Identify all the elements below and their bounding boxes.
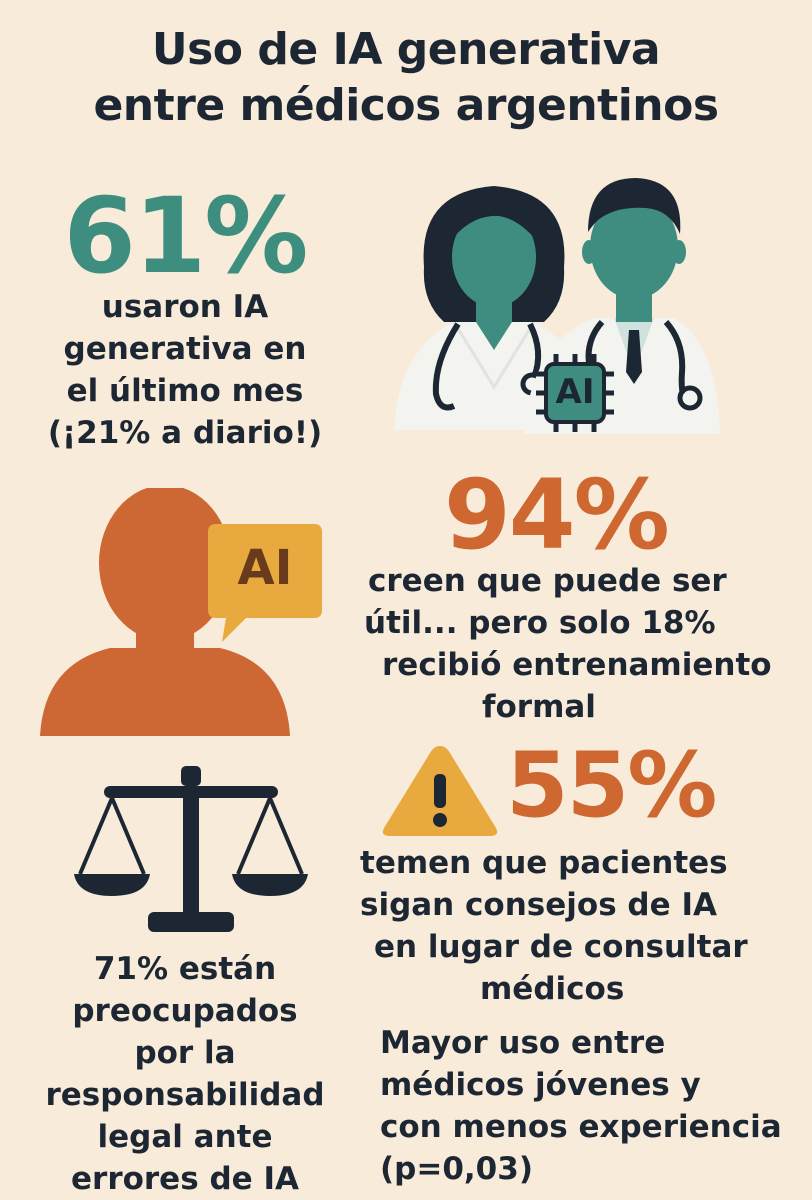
warning-icon <box>380 742 500 840</box>
stat-line: médicos <box>480 971 625 1007</box>
stat-line: preocupados <box>72 993 298 1029</box>
stat-line: legal ante <box>97 1119 273 1155</box>
stat-line: por la <box>134 1035 236 1071</box>
person-icon <box>40 488 290 738</box>
stat-line: útil... pero solo 18% <box>364 605 716 641</box>
stat-line: 71% están <box>93 951 277 987</box>
stat-55-text: temen que pacientes sigan consejos de IA… <box>360 842 800 1010</box>
stat-94-text: creen que puede ser útil... pero solo 18… <box>362 560 782 728</box>
ai-chip-label: AI <box>555 372 595 412</box>
stat-55-value: 55% <box>506 733 717 838</box>
stat-line: (p=0,03) <box>380 1151 533 1187</box>
stat-94-value: 94% <box>444 459 670 571</box>
scales-icon <box>74 766 308 936</box>
stat-line: creen que puede ser <box>368 563 727 599</box>
stat-line: el último mes <box>66 373 304 409</box>
title-line-2: entre médicos argentinos <box>93 80 719 131</box>
stat-line: con menos experiencia <box>380 1109 782 1145</box>
stat-line: médicos jóvenes y <box>380 1067 701 1103</box>
page-title: Uso de IA generativa entre médicos argen… <box>0 22 812 134</box>
stat-line: generativa en <box>63 331 307 367</box>
doctors-icon <box>384 172 724 442</box>
stat-61-text: usaron IA generativa en el último mes (¡… <box>20 286 350 454</box>
stat-71-text: 71% están preocupados por la responsabil… <box>10 948 360 1200</box>
stat-line: formal <box>482 689 596 725</box>
title-line-1: Uso de IA generativa <box>151 24 661 75</box>
ai-chip-icon <box>534 352 616 434</box>
stat-line: Mayor uso entre <box>380 1025 666 1061</box>
stat-line: sigan consejos de IA <box>360 887 717 923</box>
stat-61-value: 61% <box>63 175 309 297</box>
stat-line: errores de IA <box>71 1161 299 1197</box>
stat-young-text: Mayor uso entre médicos jóvenes y con me… <box>380 1022 810 1190</box>
stat-line: (¡21% a diario!) <box>47 415 323 451</box>
speech-bubble-label: AI <box>237 540 293 596</box>
stat-line: temen que pacientes <box>360 845 728 881</box>
stat-line: recibió entrenamiento <box>382 647 772 683</box>
stat-line: responsabilidad <box>45 1077 325 1113</box>
stat-line: en lugar de consultar <box>374 929 748 965</box>
stat-line: usaron IA <box>101 289 269 325</box>
speech-bubble-icon <box>206 520 324 646</box>
